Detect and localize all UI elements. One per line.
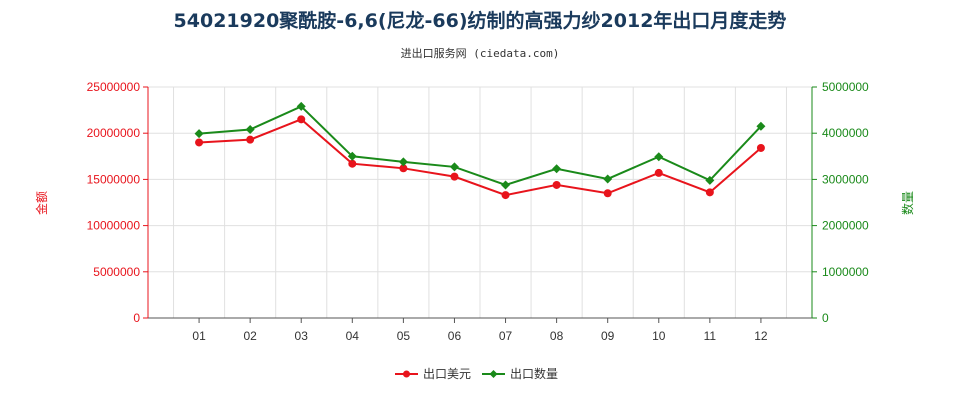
data-point-value	[705, 188, 714, 197]
data-point-quantity	[654, 152, 664, 162]
data-point-value	[348, 159, 357, 168]
x-axis-ticks: 01 02 03 04 05 06 07 08 09 10 11 12	[192, 318, 768, 343]
left-axis-label: 金额	[34, 191, 49, 215]
x-tick-label: 05	[397, 329, 411, 343]
x-tick-label: 11	[704, 329, 717, 343]
x-tick-label: 01	[192, 329, 206, 343]
left-tick-label: 0	[133, 311, 140, 325]
data-point-quantity	[449, 162, 459, 172]
data-point-value	[399, 164, 408, 173]
data-point-value	[756, 143, 765, 152]
right-tick-label: 5000000	[822, 80, 869, 94]
right-tick-label: 2000000	[822, 219, 869, 233]
right-tick-label: 0	[822, 311, 829, 325]
legend-marker-value	[403, 370, 410, 378]
data-point-value	[450, 172, 459, 181]
series-layer	[194, 101, 766, 200]
right-axis-label: 数量	[900, 191, 915, 215]
data-point-value	[552, 180, 561, 189]
x-tick-label: 02	[243, 329, 257, 343]
right-tick-label: 3000000	[822, 172, 869, 186]
x-tick-label: 06	[448, 329, 462, 343]
left-tick-label: 15000000	[87, 172, 141, 186]
data-point-value	[501, 191, 510, 200]
x-tick-label: 07	[499, 329, 513, 343]
data-point-quantity	[552, 164, 562, 174]
left-tick-label: 10000000	[87, 219, 141, 233]
legend-label-value: 出口美元	[423, 367, 471, 381]
x-tick-label: 03	[295, 329, 309, 343]
legend-item-value[interactable]: 出口美元	[395, 367, 471, 381]
legend-item-quantity[interactable]: 出口数量	[482, 366, 558, 381]
data-point-value	[603, 189, 612, 198]
right-tick-label: 4000000	[822, 126, 869, 140]
legend: 出口美元 出口数量	[395, 366, 558, 381]
chart-subtitle: 进出口服务网 (ciedata.com)	[401, 46, 560, 60]
x-tick-label: 04	[346, 329, 360, 343]
grid	[148, 86, 812, 318]
data-point-quantity	[245, 125, 255, 135]
data-point-quantity	[398, 157, 408, 167]
data-point-quantity	[756, 121, 766, 131]
x-tick-label: 10	[652, 329, 666, 343]
x-tick-label: 09	[601, 329, 615, 343]
axes	[147, 87, 813, 319]
left-tick-label: 20000000	[87, 126, 141, 140]
legend-marker-quantity	[489, 370, 498, 378]
series-line-quantity	[198, 105, 762, 186]
data-point-quantity	[296, 101, 306, 111]
x-tick-label: 12	[754, 329, 768, 343]
left-tick-label: 5000000	[93, 265, 140, 279]
data-point-quantity	[347, 151, 357, 161]
data-point-value	[246, 135, 255, 144]
data-point-value	[654, 168, 663, 177]
left-axis-ticks: 0 5000000 10000000 15000000 20000000 25000000	[87, 80, 148, 325]
data-point-value	[297, 115, 306, 124]
chart-title: 54021920聚酰胺-6,6(尼龙-66)纺制的高强力纱2012年出口月度走势	[174, 9, 787, 32]
legend-label-quantity: 出口数量	[510, 366, 558, 381]
left-tick-label: 25000000	[87, 80, 141, 94]
data-point-quantity	[194, 129, 204, 139]
right-tick-label: 1000000	[822, 265, 869, 279]
data-point-quantity	[501, 180, 511, 190]
series-line-value	[199, 118, 762, 197]
right-axis-ticks: 0 1000000 2000000 3000000 4000000 5000000	[812, 80, 869, 325]
data-point-value	[195, 138, 204, 147]
x-tick-label: 08	[550, 329, 564, 343]
data-point-quantity	[603, 174, 613, 184]
data-point-quantity	[705, 175, 715, 185]
